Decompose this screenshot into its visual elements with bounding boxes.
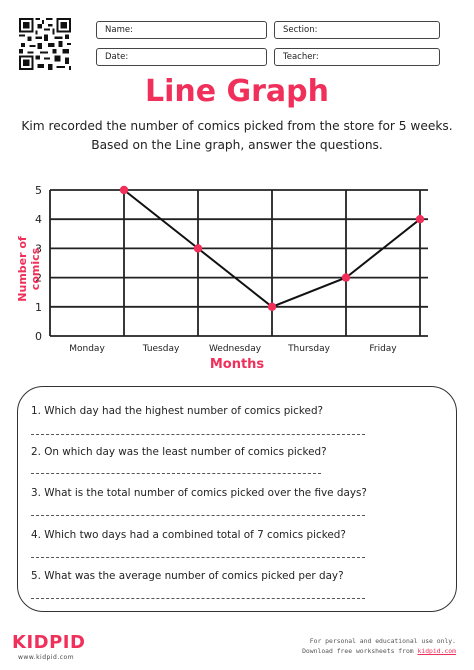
x-axis-label: Months — [209, 357, 265, 372]
footer-note: For personal and educational use only. — [309, 637, 456, 645]
teacher-field[interactable]: Teacher: — [274, 48, 440, 66]
answer-line-3[interactable] — [31, 515, 365, 516]
data-point — [267, 302, 277, 311]
section-label: Section: — [283, 25, 318, 35]
y-tick-label: 1 — [35, 301, 42, 314]
section-field[interactable]: Section: — [274, 21, 440, 39]
question-1: 1. Which day had the highest number of c… — [31, 405, 324, 417]
question-5: 5. What was the average number of comics… — [31, 570, 344, 582]
date-field[interactable]: Date: — [96, 48, 267, 66]
y-tick-label: 4 — [35, 213, 42, 226]
y-tick-label: 3 — [35, 242, 42, 255]
y-tick-label: 2 — [35, 272, 42, 285]
qr-code-icon — [19, 18, 71, 70]
data-point — [341, 273, 351, 282]
intro-line-2: Based on the Line graph, answer the ques… — [91, 138, 383, 152]
x-tick-label: Tuesday — [142, 344, 180, 354]
answer-line-2[interactable] — [31, 473, 321, 474]
y-tick-label: 5 — [35, 184, 42, 197]
download-link[interactable]: kidpid.com — [417, 647, 456, 655]
page-title: Line Graph — [144, 74, 330, 109]
name-field[interactable]: Name: — [96, 21, 267, 39]
kidpid-logo: KIDPID — [12, 632, 86, 653]
footer-download: Download free worksheets from kidpid.com — [302, 647, 456, 655]
logo-url: www.kidpid.com — [18, 654, 75, 661]
data-point — [415, 215, 425, 224]
line-chart: 0 1 2 3 4 5 Monday Tuesday Wednesday Thursday Frid… — [35, 184, 428, 354]
x-tick-label: Wednesday — [209, 344, 262, 354]
data-point — [119, 185, 129, 195]
x-tick-label: Thursday — [287, 344, 331, 354]
teacher-label: Teacher: — [283, 52, 319, 62]
answer-line-1[interactable] — [31, 434, 365, 435]
answer-line-5[interactable] — [31, 598, 365, 599]
name-label: Name: — [105, 25, 133, 35]
x-tick-label: Friday — [369, 344, 397, 354]
data-point — [193, 244, 203, 253]
download-prefix: Download free worksheets from — [302, 647, 418, 655]
y-axis-label: Number of comics — [16, 236, 42, 302]
x-tick-label: Monday — [69, 344, 105, 354]
answer-line-4[interactable] — [31, 557, 365, 558]
questions-box — [17, 386, 457, 612]
question-2: 2. On which day was the least number of … — [31, 446, 327, 458]
question-4: 4. Which two days had a combined total o… — [31, 529, 346, 541]
question-3: 3. What is the total number of comics pi… — [31, 487, 367, 499]
y-tick-label: 0 — [35, 330, 42, 343]
intro-line-1: Kim recorded the number of comics picked… — [21, 119, 453, 133]
date-label: Date: — [105, 52, 129, 62]
